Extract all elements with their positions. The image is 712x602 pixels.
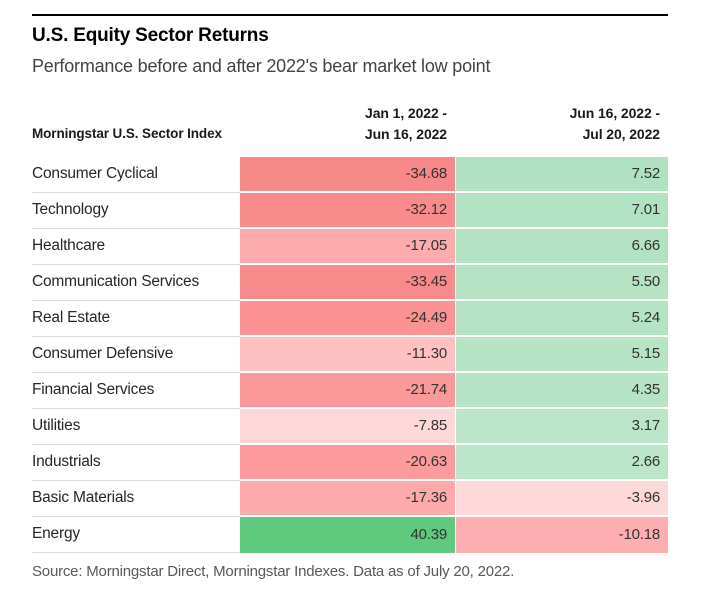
sector-label: Healthcare <box>32 228 240 265</box>
period1-value-cell: 40.39 <box>240 516 455 553</box>
column-header-index: Morningstar U.S. Sector Index <box>32 125 222 141</box>
sector-label: Consumer Cyclical <box>32 156 240 193</box>
period1-value-cell: -33.45 <box>240 264 455 301</box>
sector-label: Consumer Defensive <box>32 336 240 373</box>
table-row: Healthcare -17.05 6.66 <box>32 228 668 265</box>
page-title: U.S. Equity Sector Returns <box>32 25 269 46</box>
period2-value-cell: 5.15 <box>455 336 668 373</box>
period2-value-cell: 5.24 <box>455 300 668 337</box>
table-row: Consumer Cyclical -34.68 7.52 <box>32 156 668 193</box>
sector-label: Industrials <box>32 444 240 481</box>
period2-value-cell: 7.52 <box>455 156 668 193</box>
source-note: Source: Morningstar Direct, Morningstar … <box>32 562 515 580</box>
period1-value-cell: -17.36 <box>240 480 455 517</box>
period2-value-cell: 5.50 <box>455 264 668 301</box>
period2-value-cell: 3.17 <box>455 408 668 445</box>
period1-value-cell: -24.49 <box>240 300 455 337</box>
period1-header-line2: Jun 16, 2022 <box>364 125 447 142</box>
period2-value-cell: 7.01 <box>455 192 668 229</box>
table-row: Real Estate -24.49 5.24 <box>32 300 668 337</box>
top-rule <box>32 14 668 16</box>
sector-label: Real Estate <box>32 300 240 337</box>
period1-value-cell: -20.63 <box>240 444 455 481</box>
table-row: Utilities -7.85 3.17 <box>32 408 668 445</box>
table-body: Consumer Cyclical -34.68 7.52 Technology… <box>32 156 668 553</box>
table-row: Technology -32.12 7.01 <box>32 192 668 229</box>
column-header-period2: Jun 16, 2022 - Jul 20, 2022 <box>455 103 668 144</box>
period2-value-cell: 2.66 <box>455 444 668 481</box>
period2-value-cell: 6.66 <box>455 228 668 265</box>
table-header: Morningstar U.S. Sector Index Jan 1, 202… <box>32 103 668 144</box>
sector-label: Energy <box>32 516 240 553</box>
period2-value-cell: -10.18 <box>455 516 668 553</box>
period1-value-cell: -11.30 <box>240 336 455 373</box>
page-subtitle: Performance before and after 2022's bear… <box>32 55 491 76</box>
period1-header-line1: Jan 1, 2022 - <box>365 105 447 122</box>
period1-value-cell: -7.85 <box>240 408 455 445</box>
table-row: Industrials -20.63 2.66 <box>32 444 668 481</box>
table-row: Consumer Defensive -11.30 5.15 <box>32 336 668 373</box>
table-row: Communication Services -33.45 5.50 <box>32 264 668 301</box>
period1-value-cell: -17.05 <box>240 228 455 265</box>
sector-label: Technology <box>32 192 240 229</box>
table-row: Basic Materials -17.36 -3.96 <box>32 480 668 517</box>
sector-label: Basic Materials <box>32 480 240 517</box>
table-row: Energy 40.39 -10.18 <box>32 516 668 553</box>
period2-value-cell: -3.96 <box>455 480 668 517</box>
period2-header-line1: Jun 16, 2022 - <box>569 105 661 122</box>
period1-value-cell: -32.12 <box>240 192 455 229</box>
sector-label: Utilities <box>32 408 240 445</box>
period1-value-cell: -21.74 <box>240 372 455 409</box>
column-header-period1: Jan 1, 2022 - Jun 16, 2022 <box>240 103 455 144</box>
period2-header-line2: Jul 20, 2022 <box>582 125 661 142</box>
sector-label: Financial Services <box>32 372 240 409</box>
period2-value-cell: 4.35 <box>455 372 668 409</box>
table-row: Financial Services -21.74 4.35 <box>32 372 668 409</box>
sector-label: Communication Services <box>32 264 240 301</box>
period1-value-cell: -34.68 <box>240 156 455 193</box>
